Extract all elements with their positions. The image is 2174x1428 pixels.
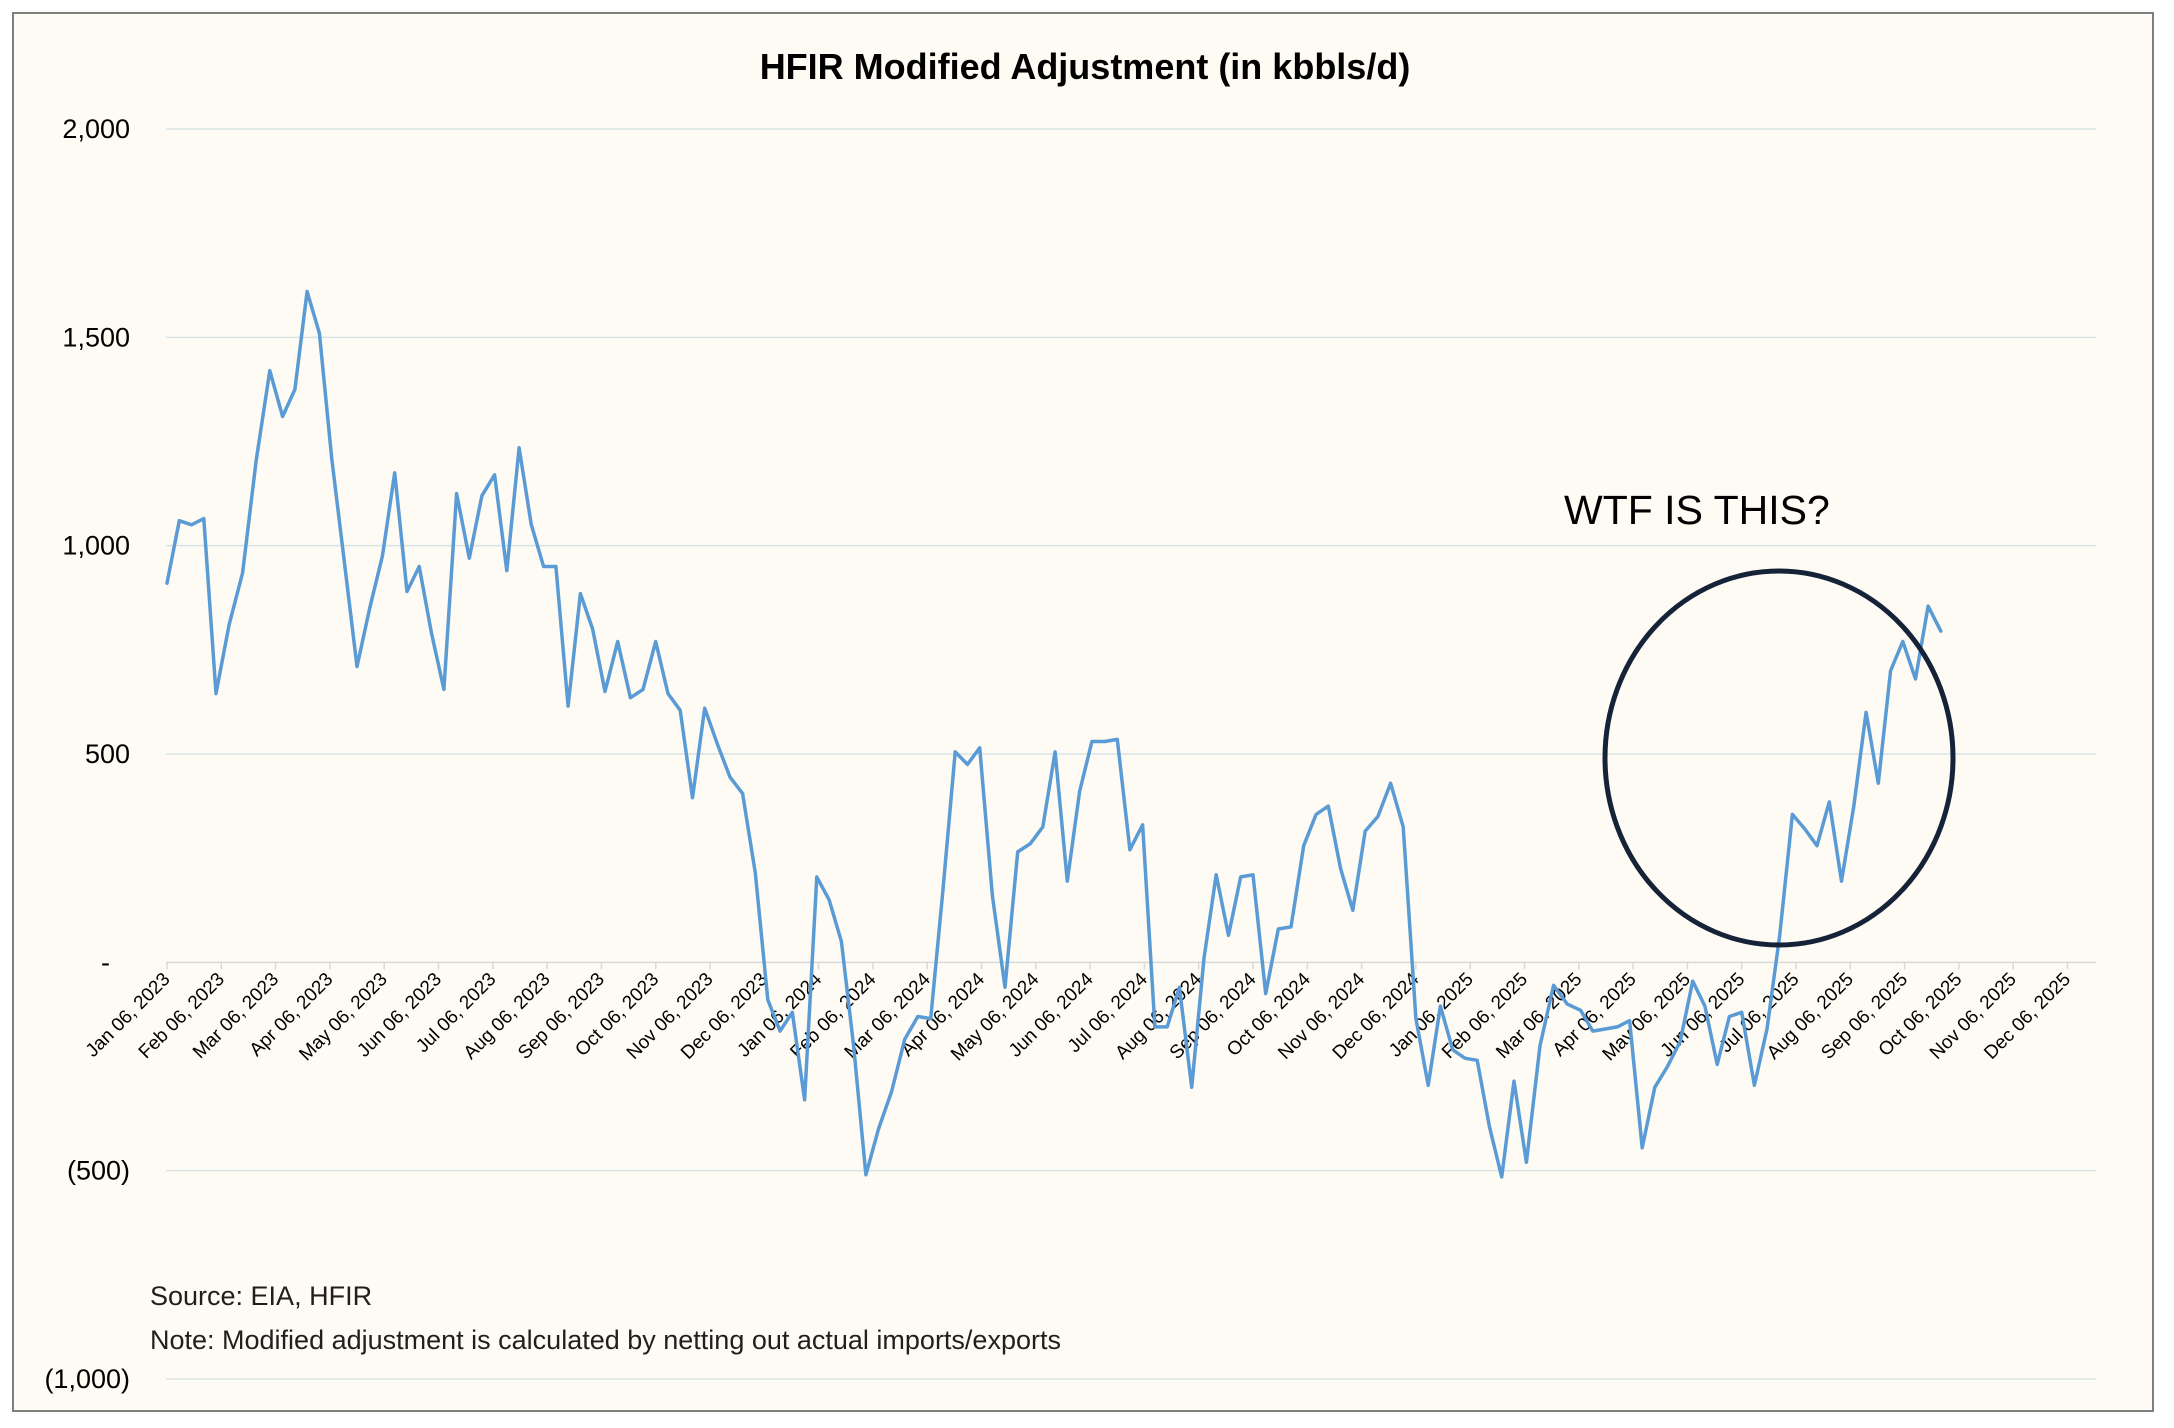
y-tick-label: 1,000 [62, 531, 130, 561]
y-tick-label: (500) [67, 1156, 130, 1186]
annotation-text: WTF IS THIS? [1564, 487, 1830, 533]
chart-title: HFIR Modified Adjustment (in kbbls/d) [760, 46, 1411, 87]
series-line [165, 289, 1943, 1179]
y-tick-label: - [101, 947, 110, 977]
source-text: Source: EIA, HFIR [150, 1281, 372, 1311]
y-tick-label: 2,000 [62, 114, 130, 144]
chart-frame: HFIR Modified Adjustment (in kbbls/d) 2,… [12, 12, 2154, 1412]
y-tick-label: 1,500 [62, 322, 130, 352]
note-text: Note: Modified adjustment is calculated … [150, 1325, 1061, 1355]
line-chart: HFIR Modified Adjustment (in kbbls/d) 2,… [44, 46, 2096, 1394]
y-tick-label: (1,000) [44, 1364, 130, 1394]
y-axis-ticks: 2,000 1,500 1,000 500 - (500) (1,000) [44, 114, 130, 1394]
y-tick-label: 500 [85, 739, 130, 769]
highlight-circle [1602, 568, 1956, 948]
gridlines [166, 128, 2096, 1380]
